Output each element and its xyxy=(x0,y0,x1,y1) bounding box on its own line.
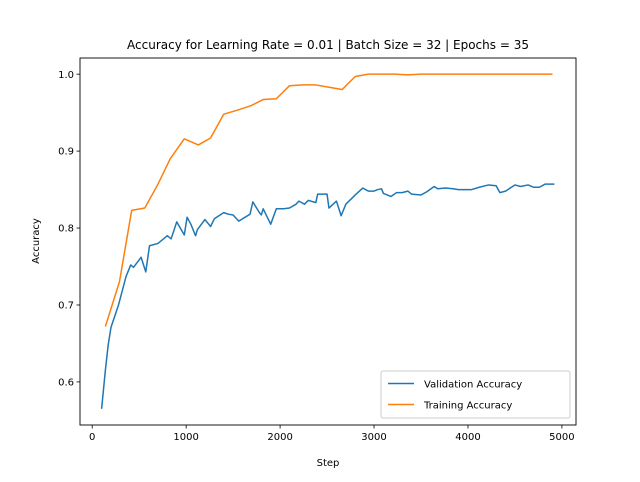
y-axis-ticks: 0.6 0.7 0.8 0.9 1.0 xyxy=(58,70,80,389)
series-layer xyxy=(100,73,555,409)
y-tick-label: 0.9 xyxy=(58,147,74,158)
legend: Validation Accuracy Training Accuracy xyxy=(380,370,571,419)
series-line-validation-accuracy xyxy=(100,183,555,409)
chart-title: Accuracy for Learning Rate = 0.01 | Batc… xyxy=(127,38,529,52)
x-tick-label: 0 xyxy=(89,432,95,443)
series-line-training-accuracy xyxy=(104,73,553,327)
legend-label-validation-accuracy: Validation Accuracy xyxy=(424,380,522,391)
x-tick-label: 2000 xyxy=(267,432,292,443)
y-axis-label: Accuracy xyxy=(31,218,42,264)
y-tick-label: 0.6 xyxy=(58,378,74,389)
x-axis-ticks: 0 1000 2000 3000 4000 5000 xyxy=(89,425,575,443)
y-tick-label: 0.8 xyxy=(58,224,74,235)
plot-frame xyxy=(79,57,577,426)
x-tick-label: 3000 xyxy=(361,432,386,443)
x-tick-label: 5000 xyxy=(549,432,574,443)
y-tick-label: 1.0 xyxy=(58,70,74,81)
legend-label-training-accuracy: Training Accuracy xyxy=(423,401,512,412)
y-tick-label: 0.7 xyxy=(58,301,74,312)
x-tick-label: 1000 xyxy=(173,432,198,443)
x-tick-label: 4000 xyxy=(455,432,480,443)
legend-box xyxy=(380,370,571,419)
x-axis-label: Step xyxy=(317,458,340,469)
